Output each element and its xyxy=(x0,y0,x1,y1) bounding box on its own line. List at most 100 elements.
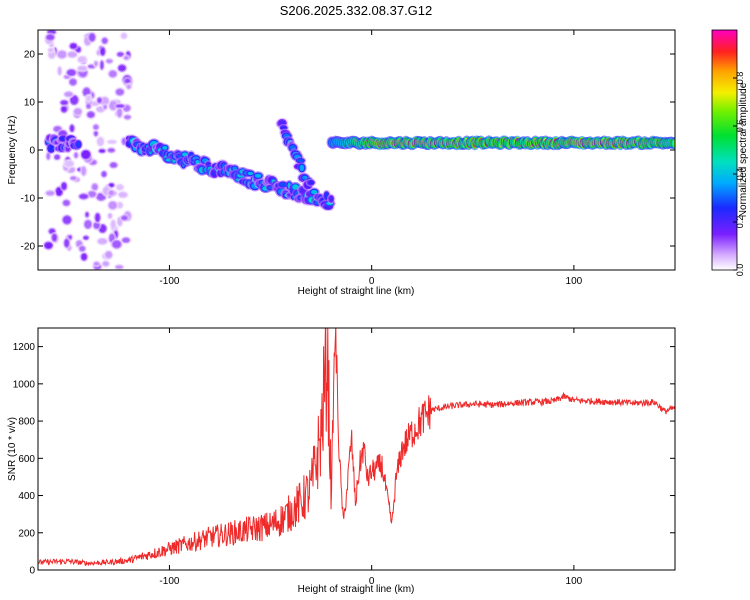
spectrogram-cell xyxy=(88,191,96,197)
snr-x-tick-label: -100 xyxy=(159,576,179,587)
spectrogram-cell xyxy=(105,251,112,258)
spectrogram-cell xyxy=(58,51,66,58)
spectrogram-cell xyxy=(95,213,100,222)
spectrogram-cell xyxy=(78,66,87,71)
snr-x-axis-label: Height of straight line (km) xyxy=(298,584,415,595)
spectrogram-cell xyxy=(292,184,299,190)
spectrogram-x-tick-label: 100 xyxy=(566,276,583,287)
spectrogram-cell xyxy=(70,79,76,85)
spectrogram-cell xyxy=(94,262,99,266)
colorbar-tick-label: 0.6 xyxy=(735,120,745,133)
spectrogram-cell xyxy=(71,176,76,180)
spectrogram-cell xyxy=(65,161,73,167)
colorbar-ticks: 0.0 0.2 0.4 0.6 0.8 xyxy=(733,72,745,276)
snr-y-tick-label: 800 xyxy=(18,417,35,428)
spectrogram-cell xyxy=(118,65,126,71)
spectrogram-cell xyxy=(46,191,54,195)
spectrogram-cell xyxy=(58,67,61,75)
spectrogram-cell xyxy=(103,262,109,266)
spectrogram-cell xyxy=(86,96,91,102)
colorbar-gradient xyxy=(711,29,738,271)
snr-series-line xyxy=(38,328,675,567)
spectrogram-cell xyxy=(97,137,104,146)
spectrogram-y-tick-label: -10 xyxy=(21,194,36,205)
spectrogram-cell xyxy=(119,192,127,197)
spectrogram-cell xyxy=(297,159,304,163)
spectrogram-cell xyxy=(117,108,122,117)
spectrogram-cell xyxy=(46,35,54,40)
spectrogram-cell xyxy=(63,216,71,224)
spectrogram-cell xyxy=(48,145,54,152)
spectrogram-cell xyxy=(672,139,675,147)
spectrogram-cell xyxy=(64,239,69,247)
spectrogram-cell xyxy=(47,153,50,159)
spectrogram-cell xyxy=(310,189,318,195)
spectrogram-cell xyxy=(81,167,86,175)
spectrogram-cell xyxy=(116,89,124,95)
spectrogram-cell xyxy=(108,214,112,218)
spectrogram-cell xyxy=(124,115,130,119)
spectrogram-cell xyxy=(279,182,287,187)
spectrogram-cell xyxy=(93,125,98,129)
spectrogram-cell xyxy=(329,196,334,202)
spectrogram-cell xyxy=(76,141,81,148)
snr-y-tick-label: 1200 xyxy=(13,342,36,353)
spectrogram-cell xyxy=(70,95,78,104)
spectrogram-heatmap xyxy=(42,30,675,270)
spectrogram-cell xyxy=(308,180,314,185)
spectrogram-cell xyxy=(79,246,85,251)
spectrogram-cell xyxy=(116,265,123,269)
spectrogram-cell xyxy=(108,140,116,143)
spectrogram-cell xyxy=(84,220,91,228)
spectrogram-cell xyxy=(102,171,106,177)
snr-y-tick-label: 1000 xyxy=(13,379,36,390)
spectrogram-cell xyxy=(94,131,98,136)
spectrogram-cell xyxy=(112,240,121,248)
spectrogram-cell xyxy=(61,183,67,190)
spectrogram-cell xyxy=(254,173,262,178)
colorbar: 0.0 0.2 0.4 0.6 0.8 Normalized spectral ampl… xyxy=(711,29,749,276)
spectrogram-cell xyxy=(68,235,72,239)
spectrogram-cell xyxy=(247,171,254,176)
spectrogram-cell xyxy=(89,33,95,41)
colorbar-tick-label: 0.4 xyxy=(735,168,745,181)
spectrogram-cell xyxy=(121,33,127,38)
colorbar-tick-label: 0.2 xyxy=(735,216,745,229)
spectrogram-y-tick-label: 20 xyxy=(24,50,36,61)
colorbar-tick-label: 0.8 xyxy=(735,72,745,85)
spectrogram-cell xyxy=(87,104,91,108)
spectrogram-y-axis-label: Frequency (Hz) xyxy=(7,116,18,185)
spectrogram-x-axis-label: Height of straight line (km) xyxy=(298,286,415,297)
spectrogram-cell xyxy=(67,70,76,76)
spectrogram-cell xyxy=(81,253,87,260)
spectrogram-cell xyxy=(92,184,98,190)
spectrogram-cell xyxy=(100,61,103,69)
spectrogram-cell xyxy=(81,150,90,159)
spectrogram-cell xyxy=(127,85,131,89)
spectrogram-x-tick-label: 0 xyxy=(369,276,375,287)
snr-y-tick-label: 0 xyxy=(29,566,35,577)
spectrogram-cell xyxy=(109,183,114,187)
snr-y-tick-label: 600 xyxy=(18,454,35,465)
snr-x-tick-label: 0 xyxy=(369,576,375,587)
spectrogram-cell xyxy=(94,61,97,66)
spectrogram-cell xyxy=(110,163,117,168)
spectrogram-cell xyxy=(97,98,102,103)
spectrogram-cell xyxy=(84,236,88,240)
spectrogram-cell xyxy=(87,112,94,118)
spectrogram-cell xyxy=(117,52,123,56)
spectrogram-cell xyxy=(70,43,77,49)
spectrogram-cell xyxy=(86,212,89,217)
snr-y-axis-label: SNR (10 * v/v) xyxy=(7,417,18,481)
spectrogram-cell xyxy=(124,56,129,60)
spectrogram-cell xyxy=(117,185,123,190)
spectrogram-cell xyxy=(99,149,105,153)
spectrogram-cell xyxy=(111,220,115,229)
spectrogram-cell xyxy=(100,48,105,55)
snr-frame xyxy=(37,327,676,571)
spectrogram-cell xyxy=(45,242,52,249)
spectrogram-cell xyxy=(122,216,127,220)
spectrogram-cell xyxy=(61,101,68,105)
